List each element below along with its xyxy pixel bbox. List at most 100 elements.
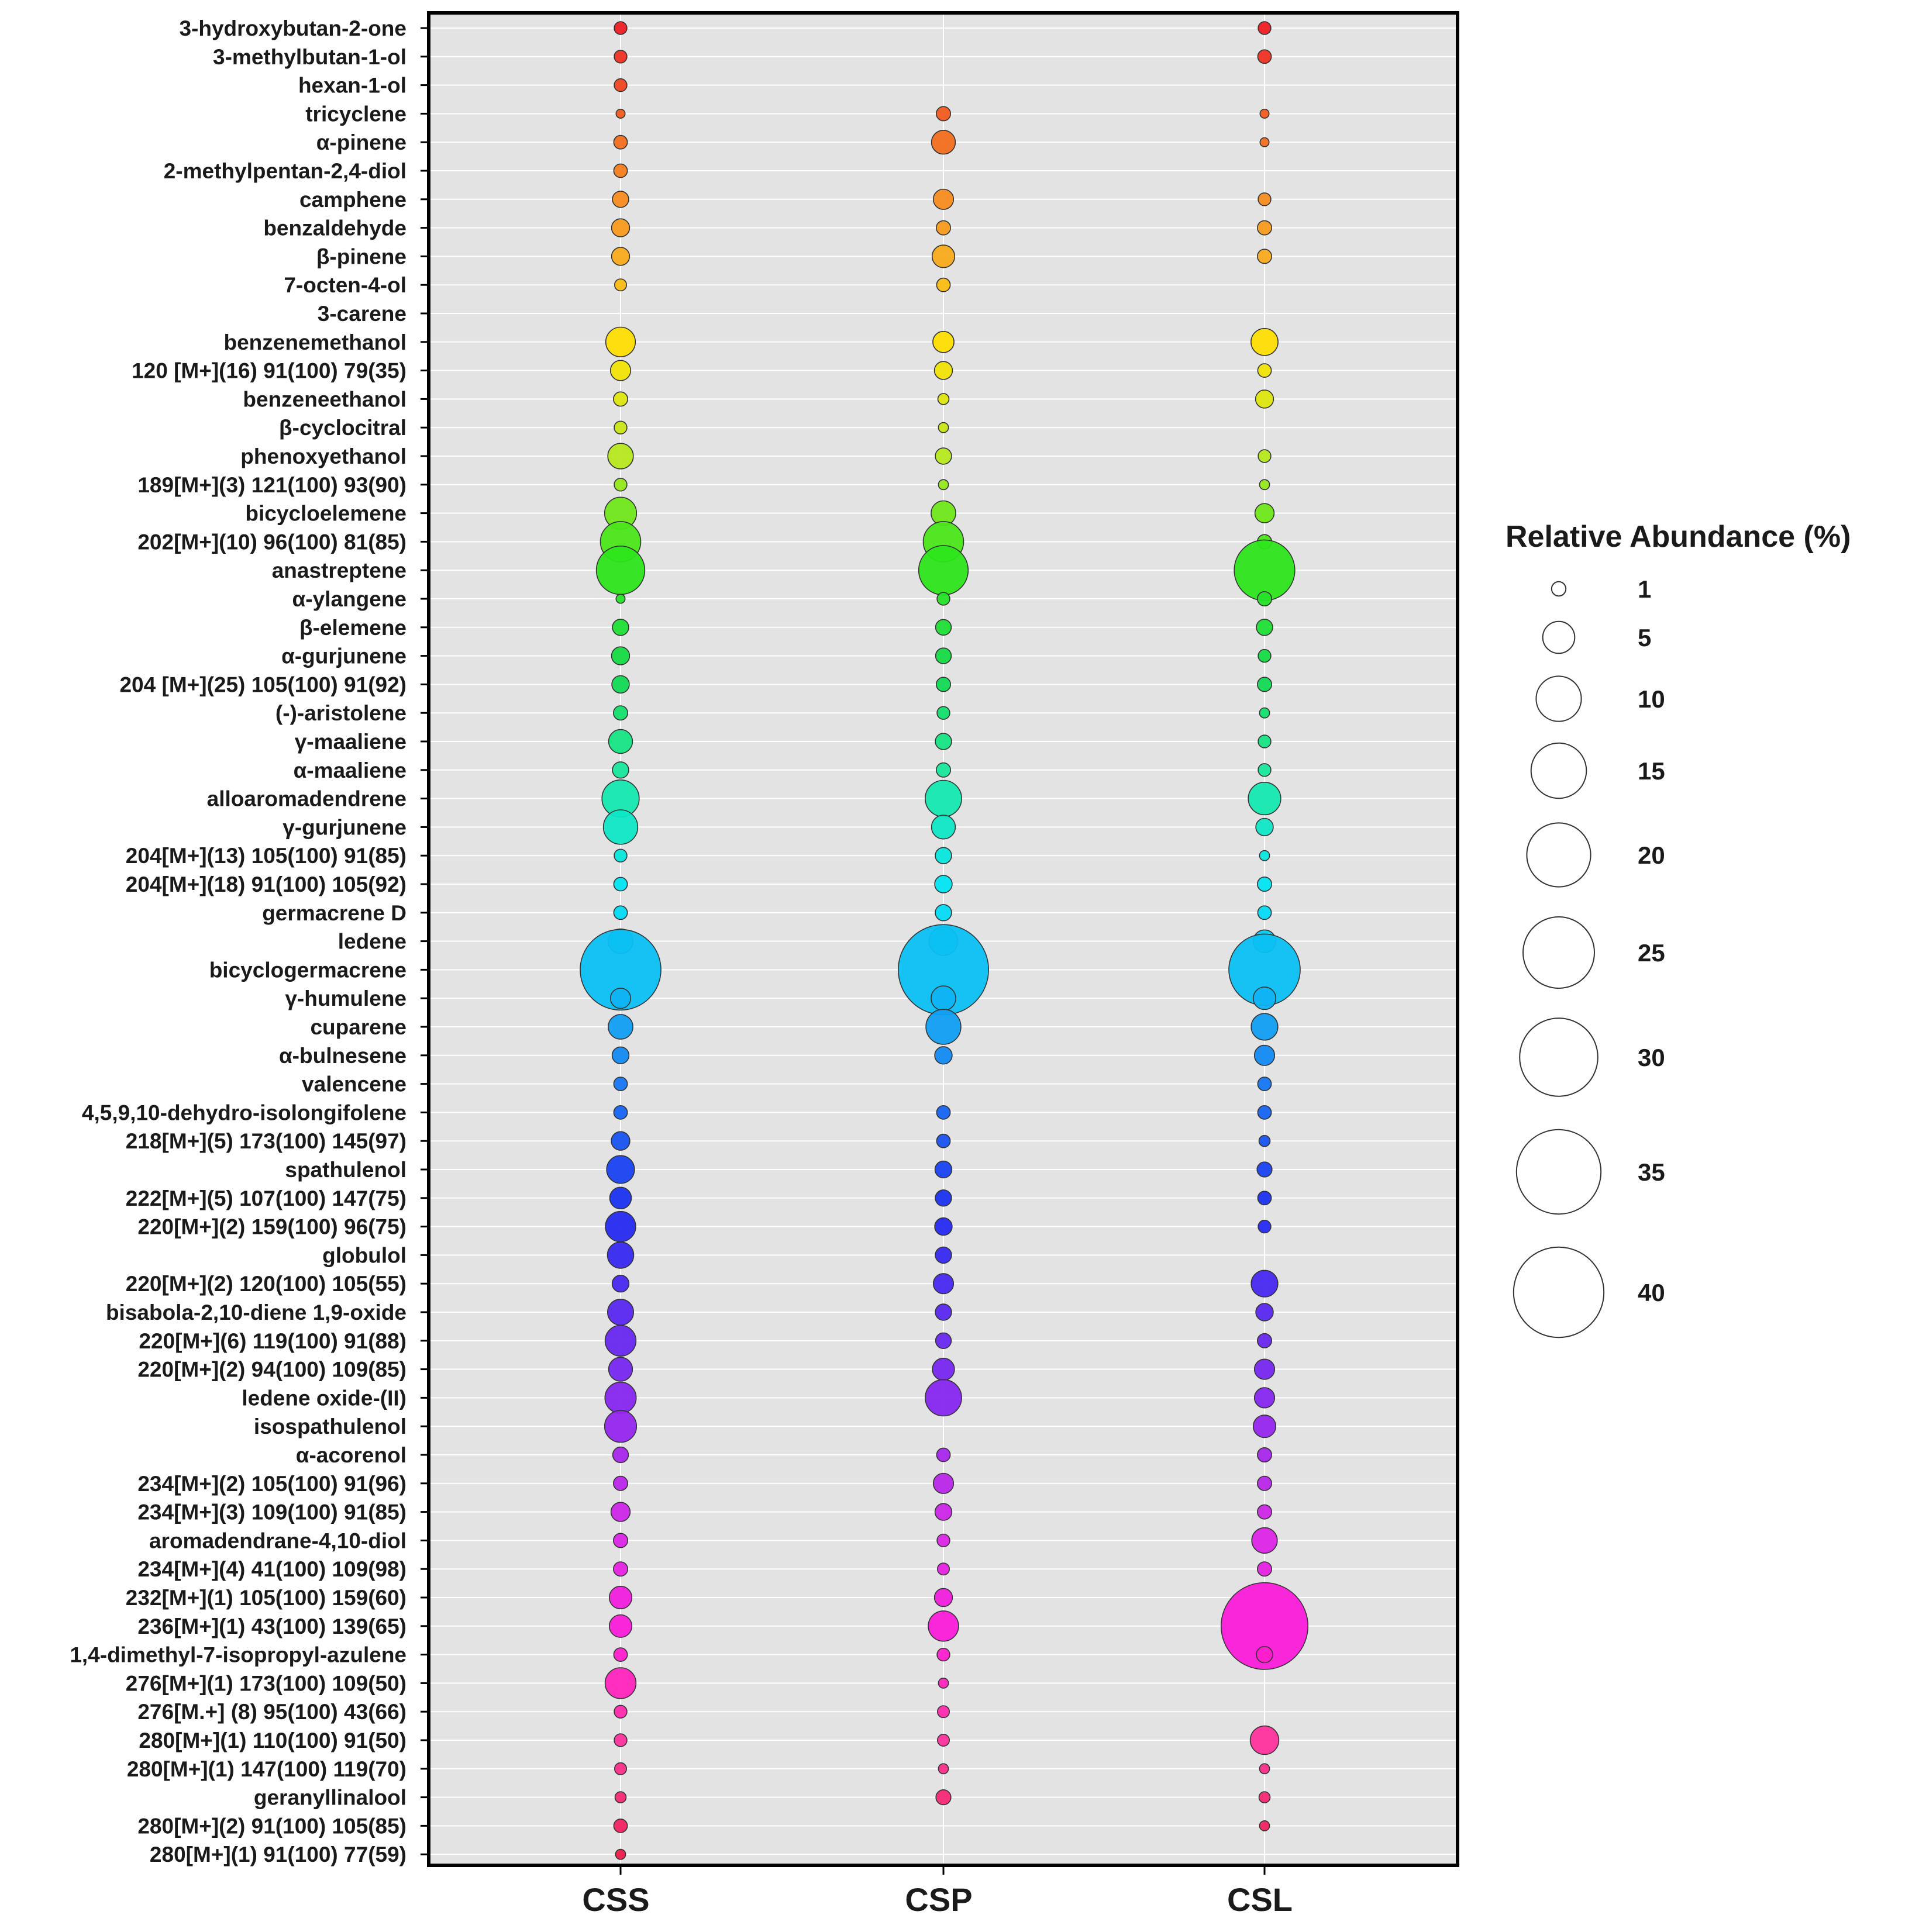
bubble <box>1258 21 1272 35</box>
bubble <box>612 191 629 208</box>
bubble <box>613 1077 628 1092</box>
bubble <box>937 1734 950 1747</box>
bubble <box>1257 1191 1272 1206</box>
bubble <box>931 815 956 840</box>
bubble <box>1251 1527 1278 1554</box>
bubble <box>928 1610 959 1642</box>
compound-label: isospathulenol <box>254 1414 406 1438</box>
bubble <box>1257 677 1273 692</box>
bubble <box>614 278 628 292</box>
bubble <box>936 277 951 292</box>
bubble <box>613 1818 628 1833</box>
bubble <box>614 21 628 35</box>
compound-label: benzenemethanol <box>224 330 407 354</box>
compound-label: 280[M+](1) 110(100) 91(50) <box>139 1729 406 1752</box>
bubble <box>615 1848 626 1860</box>
compound-label: valencene <box>302 1072 406 1096</box>
compound-label: α-acorenol <box>296 1443 406 1467</box>
bubble <box>1259 479 1270 491</box>
compound-label: 120 [M+](16) 91(100) 79(35) <box>132 359 406 383</box>
legend-circle <box>1519 1017 1598 1097</box>
sample-labels: CSS CSP CSL <box>582 1865 1293 1918</box>
compound-label: 4,5,9,10-dehydro-isolongifolene <box>82 1100 406 1124</box>
bubble <box>614 478 628 492</box>
bubble <box>934 1217 953 1236</box>
compound-label: 232[M+](1) 105(100) 159(60) <box>126 1586 406 1610</box>
series-csp <box>898 106 990 1806</box>
bubble <box>936 1133 951 1148</box>
bubble <box>938 479 949 491</box>
bubble <box>612 619 629 636</box>
bubble <box>1258 192 1272 206</box>
bubble <box>614 848 628 862</box>
bubble <box>1252 1414 1277 1438</box>
compound-label: 220[M+](2) 120(100) 105(55) <box>126 1272 406 1296</box>
bubble <box>936 1447 951 1462</box>
bubble <box>1259 850 1270 861</box>
bubble <box>1256 619 1273 636</box>
bubble <box>604 1381 637 1414</box>
compound-label: anastreptene <box>272 558 406 582</box>
bubble <box>935 647 952 664</box>
bubble <box>1257 1561 1273 1577</box>
legend-circle <box>1530 742 1587 799</box>
bubble <box>604 1667 637 1699</box>
legend-circle <box>1535 675 1582 722</box>
bubble <box>595 545 646 595</box>
bubble <box>1257 1077 1272 1092</box>
bubble <box>609 360 632 381</box>
legend-label: 20 <box>1638 841 1665 869</box>
bubble <box>611 1131 631 1151</box>
bubble <box>604 1410 638 1443</box>
bubble <box>932 188 955 210</box>
bubble <box>918 545 969 596</box>
bubble <box>1257 49 1272 64</box>
compound-label: 1,4-dimethyl-7-isopropyl-azulene <box>70 1643 406 1667</box>
compound-label: bicyclogermacrene <box>209 958 406 982</box>
bubble <box>1258 449 1272 463</box>
bubble <box>934 875 953 893</box>
bubble <box>1259 137 1270 147</box>
bubble <box>1259 1763 1270 1775</box>
bubble <box>608 1614 633 1638</box>
compound-label: γ-humulene <box>285 986 406 1010</box>
compound-label: α-gurjunene <box>281 644 406 668</box>
plot-area <box>427 11 1459 1867</box>
bubble <box>613 163 628 178</box>
legend-circle <box>1542 620 1576 654</box>
bubble <box>935 847 952 864</box>
bubble <box>611 646 631 665</box>
bubble <box>606 1155 635 1184</box>
bubble <box>614 1705 628 1719</box>
bubble <box>925 1009 962 1045</box>
compound-label: 234[M+](2) 105(100) 91(96) <box>137 1472 406 1496</box>
bubble <box>934 1046 953 1065</box>
compound-label: cuparene <box>310 1015 406 1039</box>
legend-label: 35 <box>1638 1158 1665 1186</box>
bubble <box>605 326 636 357</box>
bubble <box>1221 1582 1309 1670</box>
bubble <box>938 1763 949 1775</box>
bubble <box>1259 707 1270 719</box>
bubble <box>1257 220 1273 236</box>
compound-label: 280[M+](1) 91(100) 77(59) <box>150 1843 406 1867</box>
bubble <box>604 1324 637 1357</box>
legend-label: 1 <box>1638 575 1651 603</box>
legend-label: 40 <box>1638 1279 1665 1306</box>
legend-title: Relative Abundance (%) <box>1506 520 1851 554</box>
legend-label: 5 <box>1638 624 1651 651</box>
bubble <box>1248 781 1281 816</box>
bubble <box>936 1105 951 1120</box>
compound-label: benzaldehyde <box>263 216 406 240</box>
bubble <box>608 729 633 754</box>
compound-label: 220[M+](2) 94(100) 109(85) <box>137 1358 406 1382</box>
bubble <box>1254 503 1275 523</box>
bubble <box>613 1647 628 1662</box>
compound-label: 204[M+](13) 105(100) 91(85) <box>126 844 406 868</box>
bubble <box>1258 734 1272 748</box>
bubble <box>614 78 628 92</box>
compound-label: α-maaliene <box>294 758 406 782</box>
bubble <box>1255 817 1274 837</box>
bubble <box>611 1275 630 1293</box>
compound-label: β-elemene <box>299 616 406 640</box>
